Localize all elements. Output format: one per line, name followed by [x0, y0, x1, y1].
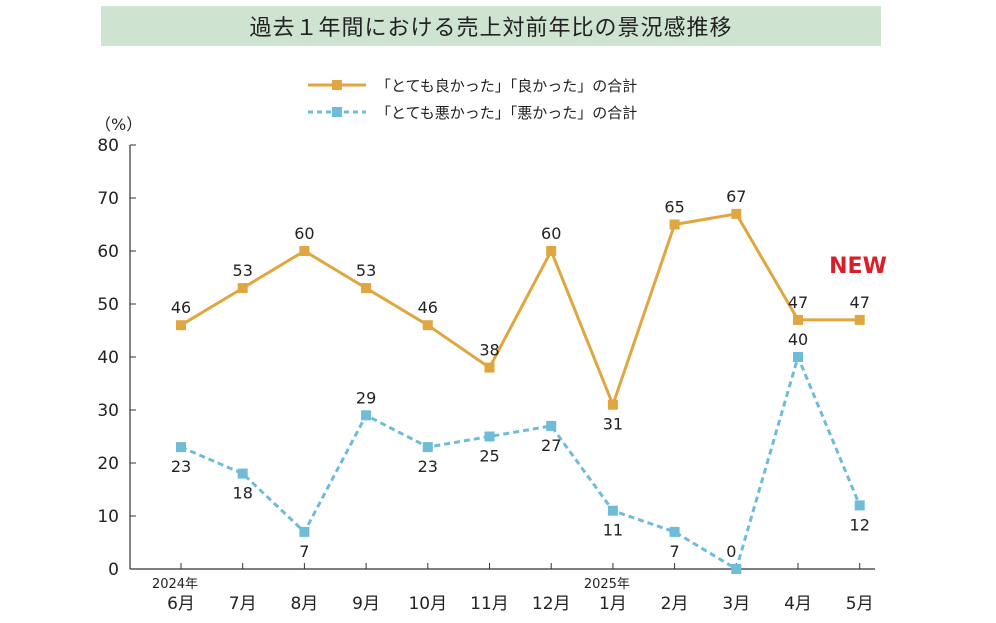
data-label: 40 [788, 330, 808, 349]
series-line [180, 212, 860, 407]
legend-marker [332, 107, 342, 117]
data-point [484, 362, 495, 373]
data-label: 67 [726, 187, 746, 206]
data-label: 18 [233, 484, 253, 503]
x-tick-label: 2月 [661, 594, 689, 614]
data-point [854, 314, 865, 325]
x-tick-label: 12月 [532, 594, 571, 614]
x-tick-label: 8月 [290, 594, 318, 614]
series-line [180, 355, 862, 571]
x-tick-label: 7月 [229, 594, 257, 614]
data-label: 38 [479, 341, 499, 360]
y-tick-label: 20 [97, 454, 119, 474]
y-tick-label: 30 [97, 401, 119, 421]
y-tick-label: 70 [97, 189, 119, 209]
y-tick-label: 40 [97, 348, 119, 368]
data-label: 53 [356, 261, 376, 280]
data-label: 60 [541, 224, 561, 243]
chart-title-bar: 過去１年間における売上対前年比の景況感推移 [101, 6, 881, 46]
data-label: 53 [233, 261, 253, 280]
y-tick-label: 10 [97, 507, 119, 527]
y-tick-label: 50 [97, 295, 119, 315]
data-point [731, 208, 742, 219]
x-tick-label: 11月 [470, 594, 509, 614]
data-label: 0 [726, 542, 736, 561]
data-label: 65 [664, 198, 684, 217]
data-point [422, 442, 433, 453]
data-point [361, 410, 372, 421]
data-point [361, 283, 372, 294]
data-label: 7 [299, 542, 309, 561]
data-point [299, 246, 310, 256]
data-label: 7 [670, 542, 680, 561]
x-tick-label: 3月 [722, 594, 750, 614]
data-point [793, 352, 803, 362]
data-label: 46 [418, 298, 438, 317]
x-tick-label: 1月 [599, 594, 627, 614]
data-point [607, 399, 618, 410]
legend-marker [332, 80, 342, 90]
data-point [793, 314, 803, 325]
data-point [176, 320, 186, 331]
data-label: 23 [418, 457, 438, 476]
data-label: 29 [356, 388, 376, 407]
data-label: 47 [850, 293, 870, 312]
data-point [237, 283, 248, 294]
y-tick-label: 0 [108, 560, 119, 580]
data-point [669, 219, 680, 230]
data-point [546, 246, 557, 256]
data-label: 27 [541, 436, 561, 455]
data-label: 12 [850, 515, 870, 534]
x-year-label: 2025年 [584, 577, 630, 592]
data-point [546, 420, 557, 431]
data-point [422, 320, 433, 331]
data-point [854, 500, 865, 511]
data-point [237, 468, 248, 479]
data-label: 47 [788, 293, 808, 312]
data-label: 31 [603, 415, 623, 434]
data-label: 23 [171, 457, 191, 476]
y-tick-label: 60 [97, 242, 119, 262]
data-point [484, 431, 495, 442]
data-point [669, 526, 680, 537]
data-label: 46 [171, 298, 191, 317]
x-tick-label: 5月 [846, 594, 874, 614]
new-annotation: NEW [829, 254, 887, 279]
chart-title: 過去１年間における売上対前年比の景況感推移 [249, 16, 733, 41]
y-tick-label: 80 [97, 136, 119, 156]
x-tick-label: 6月 [167, 594, 195, 614]
x-tick-label: 9月 [352, 594, 380, 614]
data-point [299, 526, 310, 537]
legend-label: 「とても悪かった」「悪かった」の合計 [376, 104, 637, 122]
data-label: 11 [603, 521, 623, 540]
data-point [731, 564, 742, 574]
data-point [607, 505, 618, 516]
data-point [176, 442, 186, 453]
data-label: 25 [479, 447, 499, 466]
x-tick-label: 10月 [408, 594, 447, 614]
y-axis-unit: （%） [95, 115, 142, 134]
x-tick-label: 4月 [784, 594, 812, 614]
x-year-label: 2024年 [152, 577, 198, 592]
data-label: 60 [294, 224, 314, 243]
legend-label: 「とても良かった」「良かった」の合計 [376, 77, 637, 95]
